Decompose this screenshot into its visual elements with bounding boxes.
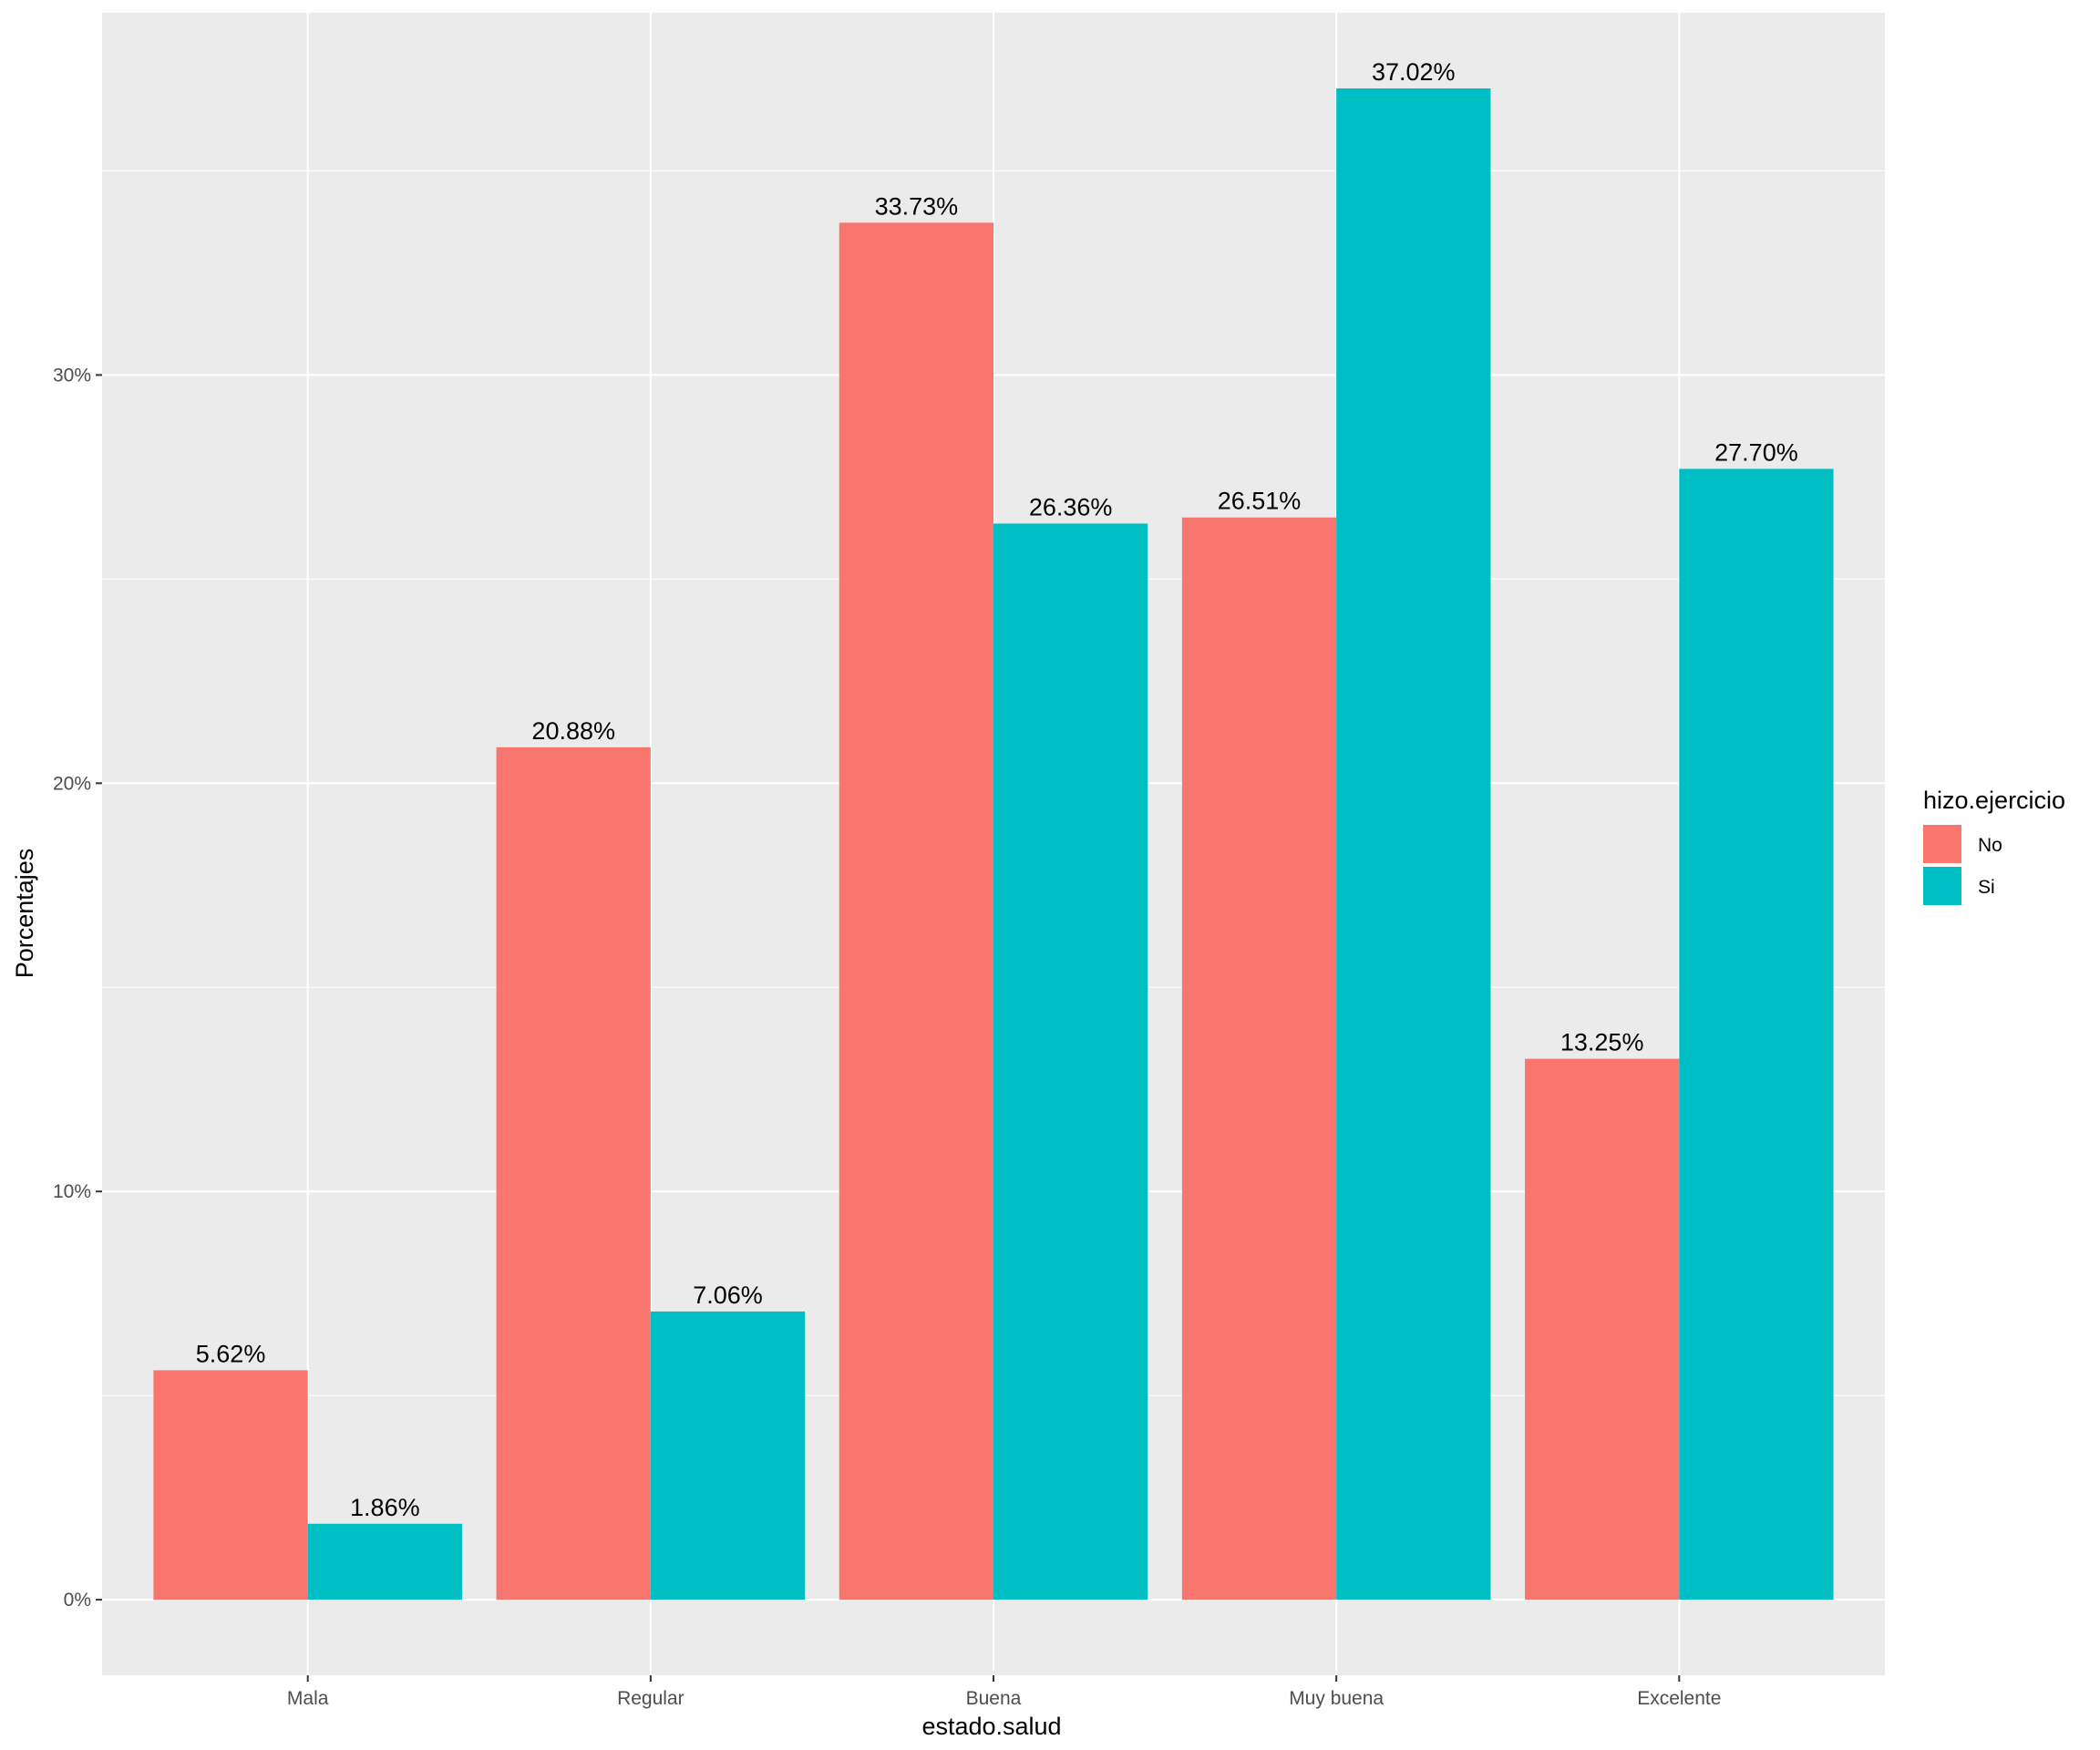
bar-value-label: 5.62%: [196, 1340, 266, 1367]
x-tick-label: Buena: [966, 1688, 1022, 1709]
y-axis-title: Porcentajes: [11, 849, 38, 979]
x-axis-title: estado.salud: [921, 1713, 1061, 1740]
bar-si-muy-buena: [1336, 88, 1491, 1601]
x-tick-label: Excelente: [1637, 1688, 1721, 1709]
x-tick-label: Mala: [287, 1688, 329, 1709]
x-tick-label: Regular: [617, 1688, 685, 1709]
bar-value-label: 33.73%: [875, 192, 959, 220]
legend-label-no: No: [1978, 835, 2002, 856]
bar-value-label: 37.02%: [1372, 58, 1456, 86]
bars: [153, 88, 1834, 1601]
legend-title: hizo.ejercicio: [1923, 787, 2065, 814]
bar-value-label: 7.06%: [693, 1282, 763, 1309]
y-axis: 0% 10% 20% 30%: [53, 365, 102, 1611]
y-tick-label: 20%: [53, 773, 91, 794]
bar-value-label: 27.70%: [1714, 438, 1798, 466]
legend-label-si: Si: [1978, 877, 1995, 898]
bar-no-mala: [153, 1370, 308, 1601]
x-tick-label: Muy buena: [1289, 1688, 1384, 1709]
bar-si-buena: [993, 523, 1148, 1601]
x-axis: Mala Regular Buena Muy buena Excelente: [287, 1675, 1721, 1709]
bar-no-buena: [839, 222, 993, 1601]
legend-key-si: [1923, 867, 1961, 905]
bar-value-label: 20.88%: [531, 717, 615, 745]
bar-si-regular: [650, 1311, 806, 1601]
bar-value-label: 13.25%: [1560, 1029, 1644, 1056]
bar-labels: 5.62% 1.86% 20.88% 7.06% 33.73% 26.36% 26.51% 3…: [196, 58, 1798, 1521]
bar-no-muy-buena: [1181, 517, 1337, 1601]
bar-value-label: 1.86%: [350, 1494, 420, 1521]
y-tick-label: 10%: [53, 1181, 91, 1202]
bar-si-mala: [307, 1523, 462, 1601]
bar-si-excelente: [1679, 468, 1834, 1601]
legend-items: No Si: [1923, 825, 2002, 905]
legend: hizo.ejercicio No Si: [1923, 787, 2065, 905]
bar-no-excelente: [1525, 1058, 1680, 1601]
y-tick-label: 30%: [53, 365, 91, 386]
bar-value-label: 26.51%: [1218, 488, 1302, 515]
bar-no-regular: [496, 746, 651, 1601]
bar-value-label: 26.36%: [1029, 493, 1113, 520]
legend-key-no: [1923, 825, 1961, 863]
y-tick-label: 0%: [64, 1590, 91, 1611]
